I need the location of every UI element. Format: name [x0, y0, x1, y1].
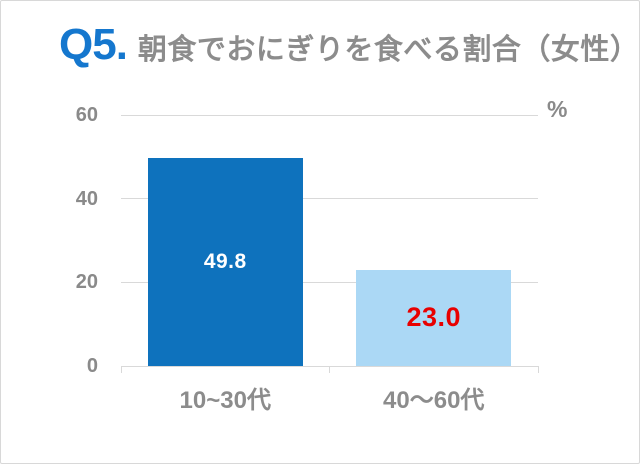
x-axis-tick [329, 366, 330, 373]
y-axis-tick-label: 40 [75, 187, 98, 210]
category-label: 10~30代 [179, 387, 271, 414]
category-label: 40～60代 [383, 387, 485, 414]
bar-value-label: 23.0 [406, 302, 462, 333]
bar: 23.0 [356, 269, 512, 366]
bar-value-label: 49.8 [203, 250, 247, 274]
gridline [121, 281, 538, 283]
x-axis-tick [537, 366, 539, 373]
y-axis-tick-label: 20 [75, 271, 98, 294]
gridline [121, 114, 538, 116]
question-number: Q5. [59, 20, 128, 69]
y-axis-tick-label: 60 [75, 104, 98, 126]
title-text: 朝食でおにぎりを食べる割合（女性） [137, 34, 640, 66]
chart-title: Q5. 朝食でおにぎりを食べる割合（女性） [59, 23, 639, 67]
gridline [121, 198, 538, 200]
y-axis-unit-label: % [547, 96, 568, 122]
y-axis-tick-label: 0 [86, 355, 98, 377]
bar: 49.8 [147, 157, 303, 366]
x-axis-tick [120, 366, 122, 373]
